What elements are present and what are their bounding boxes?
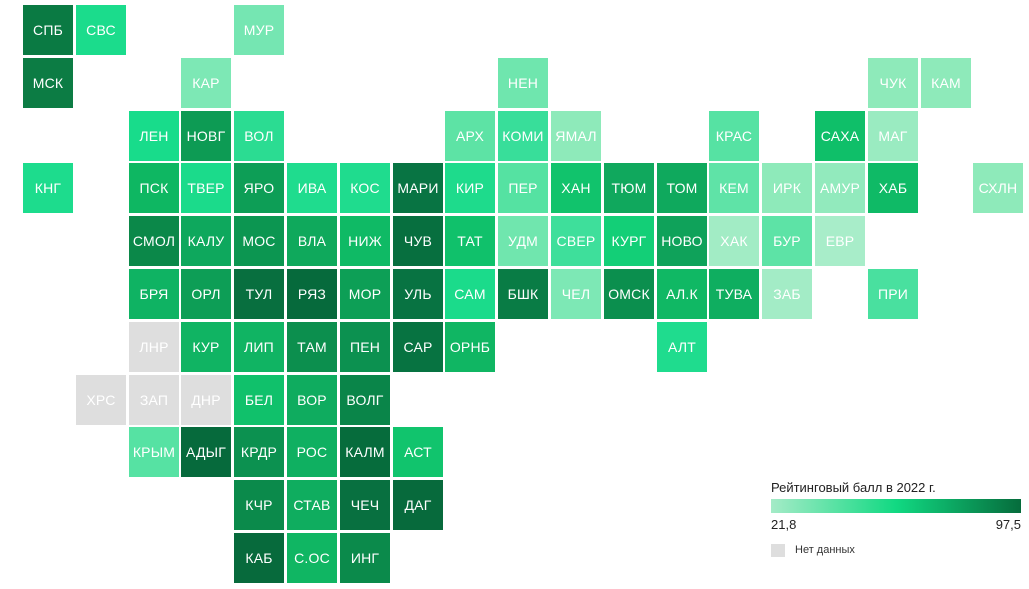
region-tile[interactable]: ЗАП <box>129 375 179 425</box>
region-tile[interactable]: ИРК <box>762 163 812 213</box>
region-tile[interactable]: МСК <box>23 58 73 108</box>
region-tile[interactable]: МАГ <box>868 111 918 161</box>
region-tile[interactable]: БУР <box>762 216 812 266</box>
region-tile[interactable]: ДАГ <box>393 480 443 530</box>
region-tile[interactable]: БШК <box>498 269 548 319</box>
region-tile[interactable]: НИЖ <box>340 216 390 266</box>
region-tile[interactable]: ВОЛ <box>234 111 284 161</box>
region-tile[interactable]: ХАБ <box>868 163 918 213</box>
region-tile[interactable]: КРДР <box>234 427 284 477</box>
region-tile[interactable]: СХЛН <box>973 163 1023 213</box>
region-tile[interactable]: ЧУВ <box>393 216 443 266</box>
legend-no-data-swatch <box>771 544 785 557</box>
region-tile[interactable]: ТАТ <box>445 216 495 266</box>
region-tile[interactable]: АЛ.К <box>657 269 707 319</box>
region-tile[interactable]: СМОЛ <box>129 216 179 266</box>
region-tile[interactable]: ТОМ <box>657 163 707 213</box>
region-tile[interactable]: ПРИ <box>868 269 918 319</box>
region-tile[interactable]: ПСК <box>129 163 179 213</box>
region-tile[interactable]: КАЛМ <box>340 427 390 477</box>
region-tile[interactable]: КОС <box>340 163 390 213</box>
region-tile[interactable]: КУРГ <box>604 216 654 266</box>
region-tile[interactable]: ОРЛ <box>181 269 231 319</box>
region-tile[interactable]: КЕМ <box>709 163 759 213</box>
region-tile[interactable]: РОС <box>287 427 337 477</box>
region-tile[interactable]: ЯРО <box>234 163 284 213</box>
region-tile[interactable]: АМУР <box>815 163 865 213</box>
region-tile[interactable]: СВС <box>76 5 126 55</box>
region-tile[interactable]: УЛЬ <box>393 269 443 319</box>
region-tile[interactable]: ХАК <box>709 216 759 266</box>
legend-no-data-label: Нет данных <box>795 544 855 556</box>
region-tile[interactable]: ТАМ <box>287 322 337 372</box>
region-tile[interactable]: АРХ <box>445 111 495 161</box>
region-tile[interactable]: УДМ <box>498 216 548 266</box>
region-tile[interactable]: ВОР <box>287 375 337 425</box>
region-tile[interactable]: КАМ <box>921 58 971 108</box>
region-tile[interactable]: КАБ <box>234 533 284 583</box>
region-tile[interactable]: СПБ <box>23 5 73 55</box>
region-tile[interactable]: КОМИ <box>498 111 548 161</box>
region-tile[interactable]: ВОЛГ <box>340 375 390 425</box>
region-tile[interactable]: АСТ <box>393 427 443 477</box>
region-tile[interactable]: КАЛУ <box>181 216 231 266</box>
region-tile[interactable]: БРЯ <box>129 269 179 319</box>
region-tile[interactable]: КРАС <box>709 111 759 161</box>
region-tile[interactable]: ЧУК <box>868 58 918 108</box>
region-tile[interactable]: ЛЕН <box>129 111 179 161</box>
region-tile[interactable]: ПЕР <box>498 163 548 213</box>
region-tile[interactable]: БЕЛ <box>234 375 284 425</box>
region-tile[interactable]: ХРС <box>76 375 126 425</box>
region-tile[interactable]: ЛНР <box>129 322 179 372</box>
region-tile[interactable]: ДНР <box>181 375 231 425</box>
region-tile[interactable]: СТАВ <box>287 480 337 530</box>
region-tile[interactable]: РЯЗ <box>287 269 337 319</box>
region-tile[interactable]: КЧР <box>234 480 284 530</box>
region-tile[interactable]: С.ОС <box>287 533 337 583</box>
region-tile[interactable]: ИНГ <box>340 533 390 583</box>
region-tile[interactable]: МОР <box>340 269 390 319</box>
region-tile[interactable]: ЧЕЧ <box>340 480 390 530</box>
region-tile[interactable]: НОВО <box>657 216 707 266</box>
region-tile[interactable]: ОРНБ <box>445 322 495 372</box>
region-tile[interactable]: ТУЛ <box>234 269 284 319</box>
region-tile[interactable]: ЗАБ <box>762 269 812 319</box>
region-tile[interactable]: КАР <box>181 58 231 108</box>
region-tile[interactable]: МАРИ <box>393 163 443 213</box>
legend: Рейтинговый балл в 2022 г. 21,8 97,5 Нет… <box>771 480 1023 564</box>
legend-min-label: 21,8 <box>771 517 797 532</box>
region-tile[interactable]: СВЕР <box>551 216 601 266</box>
region-tile[interactable]: КРЫМ <box>129 427 179 477</box>
region-tile[interactable]: ХАН <box>551 163 601 213</box>
legend-color-scale <box>771 499 1021 513</box>
region-tile[interactable]: САХА <box>815 111 865 161</box>
region-tile[interactable]: ОМСК <box>604 269 654 319</box>
region-tile[interactable]: КИР <box>445 163 495 213</box>
region-tile[interactable]: КНГ <box>23 163 73 213</box>
region-tile[interactable]: НЕН <box>498 58 548 108</box>
region-tile[interactable]: ТЮМ <box>604 163 654 213</box>
region-tile[interactable]: ПЕН <box>340 322 390 372</box>
region-tile[interactable]: САР <box>393 322 443 372</box>
region-tile[interactable]: ЧЕЛ <box>551 269 601 319</box>
region-tile[interactable]: ЯМАЛ <box>551 111 601 161</box>
region-tile[interactable]: ТУВА <box>709 269 759 319</box>
region-tile[interactable]: ТВЕР <box>181 163 231 213</box>
region-tile[interactable]: НОВГ <box>181 111 231 161</box>
region-tile[interactable]: ИВА <box>287 163 337 213</box>
region-tile[interactable]: МОС <box>234 216 284 266</box>
legend-title: Рейтинговый балл в 2022 г. <box>771 480 936 495</box>
region-tile[interactable]: САМ <box>445 269 495 319</box>
region-tile[interactable]: ЕВР <box>815 216 865 266</box>
region-tile[interactable]: ВЛА <box>287 216 337 266</box>
region-tile[interactable]: АЛТ <box>657 322 707 372</box>
region-tile[interactable]: ЛИП <box>234 322 284 372</box>
region-tile[interactable]: КУР <box>181 322 231 372</box>
legend-max-label: 97,5 <box>995 517 1021 532</box>
region-tile[interactable]: МУР <box>234 5 284 55</box>
region-tile[interactable]: АДЫГ <box>181 427 231 477</box>
